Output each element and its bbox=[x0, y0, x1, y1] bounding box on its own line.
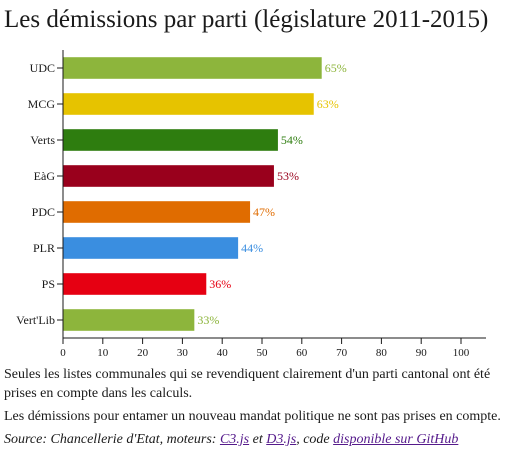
value-label: 36% bbox=[209, 277, 231, 291]
x-tick-label: 40 bbox=[217, 347, 229, 359]
value-label: 54% bbox=[281, 133, 303, 147]
x-tick-label: 50 bbox=[257, 347, 269, 359]
x-tick-label: 100 bbox=[453, 347, 470, 359]
source-and: et bbox=[249, 432, 267, 447]
x-tick-label: 20 bbox=[137, 347, 149, 359]
bar bbox=[63, 309, 195, 331]
bar bbox=[63, 237, 239, 259]
bar bbox=[63, 201, 251, 223]
bar bbox=[63, 57, 322, 79]
category-labels: UDC MCG Verts EàG PDC PLR PS Vert'Lib bbox=[16, 61, 55, 327]
note-exclusion: Les démissions pour entamer un nouveau m… bbox=[4, 409, 501, 424]
x-tick-label: 0 bbox=[60, 347, 66, 359]
note-calculation: Seules les listes communales qui se reve… bbox=[4, 367, 491, 401]
category-label: UDC bbox=[30, 61, 55, 75]
x-tick-label: 90 bbox=[416, 347, 428, 359]
c3-link[interactable]: C3.js bbox=[219, 432, 250, 447]
value-label: 63% bbox=[317, 97, 339, 111]
category-label: MCG bbox=[28, 97, 56, 111]
x-tick-label: 60 bbox=[296, 347, 308, 359]
value-label: 53% bbox=[277, 169, 299, 183]
bars bbox=[63, 57, 322, 331]
category-label: PLR bbox=[33, 241, 55, 255]
bar bbox=[63, 93, 314, 115]
value-label: 33% bbox=[197, 313, 219, 327]
x-axis: 0 10 20 30 40 50 60 70 80 90 100 bbox=[60, 337, 486, 359]
x-tick-label: 70 bbox=[336, 347, 348, 359]
bar bbox=[63, 273, 207, 295]
bar bbox=[63, 165, 274, 187]
github-link[interactable]: disponible sur GitHub bbox=[333, 432, 459, 447]
y-axis bbox=[57, 50, 64, 338]
category-label: PS bbox=[42, 277, 55, 291]
source-code: , code bbox=[296, 432, 334, 447]
value-label: 65% bbox=[325, 61, 347, 75]
x-tick-label: 80 bbox=[376, 347, 388, 359]
x-tick-label: 10 bbox=[97, 347, 109, 359]
source-line: Source: Chancellerie d'Etat, moteurs: C3… bbox=[4, 430, 502, 449]
d3-link[interactable]: D3.js bbox=[266, 432, 297, 447]
value-label: 44% bbox=[241, 241, 263, 255]
bar bbox=[63, 129, 278, 151]
chart-notes: Seules les listes communales qui se reve… bbox=[4, 365, 502, 453]
category-label: Vert'Lib bbox=[16, 313, 55, 327]
x-tick-label: 30 bbox=[177, 347, 189, 359]
category-label: EàG bbox=[34, 169, 56, 183]
bar-chart: UDC MCG Verts EàG PDC PLR PS Vert'Lib 65% 63% 54%… bbox=[16, 50, 486, 359]
chart-title: Les démissions par parti (législature 20… bbox=[4, 6, 489, 33]
source-prefix: Source: Chancellerie d'Etat, moteurs: bbox=[4, 432, 220, 447]
value-label: 47% bbox=[253, 205, 275, 219]
category-label: Verts bbox=[30, 133, 55, 147]
category-label: PDC bbox=[32, 205, 55, 219]
value-labels: 65% 63% 54% 53% 47% 44% 36% 33% bbox=[197, 61, 346, 327]
